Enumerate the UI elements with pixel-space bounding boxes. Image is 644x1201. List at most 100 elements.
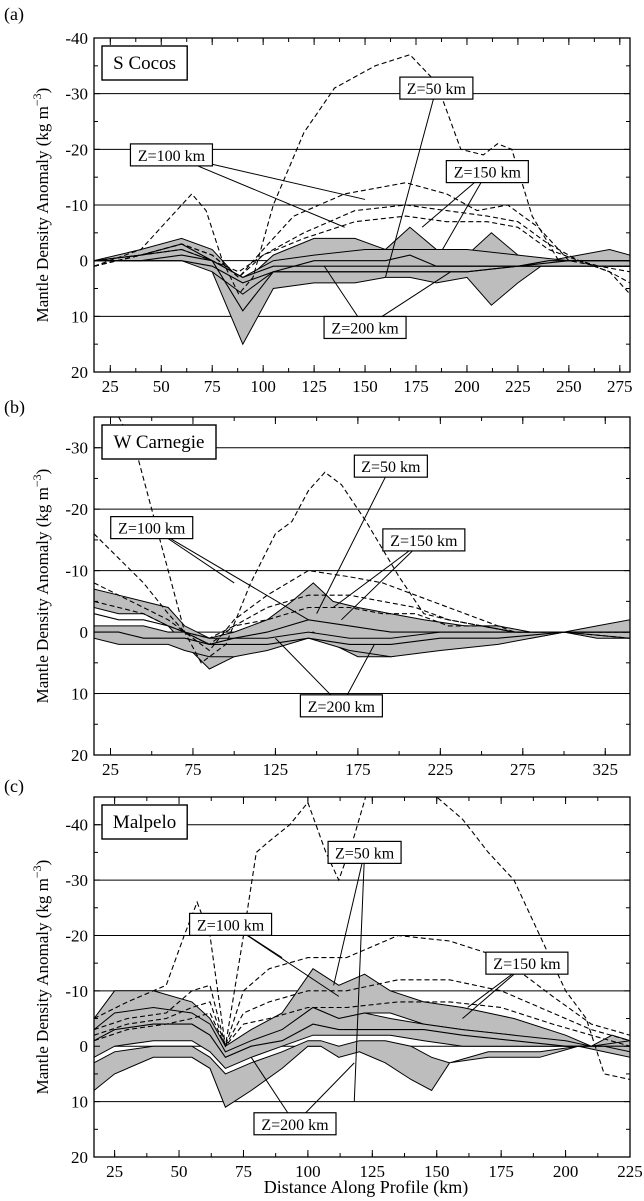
x-tick-label: 325: [593, 760, 619, 779]
depth-label-box: [382, 528, 466, 552]
depth-label: Z=100 km: [110, 516, 309, 621]
x-tick-label: 250: [556, 377, 582, 396]
series-dashed-line: [94, 582, 630, 646]
region-name-box: S Cocos: [101, 45, 188, 81]
x-tick-label: 175: [403, 377, 429, 396]
series-dashed-line: [94, 979, 630, 1048]
region-name-box: W Carnegie: [101, 424, 217, 460]
y-tick-label: -10: [65, 562, 88, 581]
leader-line: [353, 852, 366, 1102]
depth-label-box: [188, 912, 273, 936]
y-tick-label: 20: [71, 746, 88, 765]
x-tick-label: 275: [510, 760, 536, 779]
x-tick-label: 50: [153, 377, 170, 396]
depth-label: Z=200 km: [250, 1057, 355, 1136]
x-tick-label: 25: [106, 1162, 123, 1181]
y-tick-label: -30: [65, 85, 88, 104]
depth-label-text: Z=100 km: [118, 521, 186, 538]
depth-label: Z=200 km: [275, 637, 383, 718]
y-tick-label: 0: [80, 252, 89, 271]
x-tick-label: 125: [301, 377, 327, 396]
depth-label-box: [399, 76, 474, 100]
depth-label-text: Z=200 km: [308, 699, 376, 716]
x-tick-label: 75: [235, 1162, 252, 1181]
depth-label-text: Z=200 km: [331, 320, 399, 337]
y-tick-label: -20: [65, 140, 88, 159]
series-dashed-line: [94, 533, 630, 652]
x-tick-label: 50: [171, 1162, 188, 1181]
x-tick-label: 25: [102, 377, 119, 396]
series-dashed-line: [94, 215, 630, 295]
series-solid-line: [94, 260, 630, 284]
region-name: S Cocos: [113, 53, 176, 74]
x-tick-label: 125: [263, 760, 289, 779]
depth-label-text: Z=150 km: [493, 956, 561, 973]
depth-label-box: [110, 516, 194, 540]
y-tick-label: 10: [71, 1093, 88, 1112]
y-tick-label: 10: [71, 307, 88, 326]
series-solid-line: [94, 243, 630, 312]
x-tick-label: 75: [184, 760, 201, 779]
y-tick-label: -40: [65, 816, 88, 835]
series-solid-line: [94, 1023, 630, 1058]
region-name: Malpelo: [113, 812, 176, 833]
x-tick-label: 75: [204, 377, 221, 396]
x-tick-label: 125: [360, 1162, 386, 1181]
panel-a: (a) -40 -30 -20 -10 0 10 20 25 50 75 100 125 150 175 20…: [4, 4, 633, 396]
depth-label-text: Z=100 km: [138, 148, 206, 165]
depth-label: Z=100 km: [188, 912, 340, 997]
y-tick-label: -10: [65, 196, 88, 215]
y-tick-label: 20: [71, 1148, 88, 1167]
depth-label: Z=50 km: [384, 76, 474, 278]
region-name: W Carnegie: [114, 432, 205, 453]
x-tick-label: 150: [424, 1162, 450, 1181]
panel-c: (c) -40 -30 -20 -10 0 10 20 25 50 75 100 125 150 175 20…: [4, 776, 643, 1181]
leader-line: [384, 87, 437, 278]
y-tick-label: -20: [65, 500, 88, 519]
x-tick-label: 225: [617, 1162, 643, 1181]
series-solid-line: [94, 631, 630, 645]
y-tick-label: 0: [80, 1037, 89, 1056]
y-tick-label: 10: [71, 685, 88, 704]
series-dashed-line: [94, 204, 630, 284]
axes-frame: [93, 416, 631, 756]
leader-line: [442, 171, 488, 250]
depth-label: Z=150 km: [421, 160, 529, 250]
y-axis-label: Mantle Density Anomaly (kg m−3): [30, 88, 52, 323]
depth-label-text: Z=150 km: [390, 533, 458, 550]
x-tick-label: 200: [553, 1162, 579, 1181]
depth-label: Z=200 km: [323, 265, 451, 340]
y-axis-label: Mantle Density Anomaly (kg m−3): [30, 469, 52, 704]
y-tick-label: 20: [71, 363, 88, 382]
panel-tag: (b): [4, 397, 25, 418]
series-dashed-line: [94, 1001, 630, 1048]
panel-b: (b) -30 -20 -10 0 10 20 25 75 125 175 225 275 325 Mant…: [4, 397, 631, 779]
y-tick-label: -30: [65, 871, 88, 890]
x-tick-label: 150: [352, 377, 378, 396]
depth-label: Z=50 km: [327, 840, 402, 1102]
y-tick-label: -10: [65, 982, 88, 1001]
depth-label: Z=150 km: [462, 951, 569, 1019]
leader-line: [171, 154, 345, 228]
leader-line: [316, 465, 392, 614]
depth-label: Z=50 km: [316, 454, 428, 614]
axes-frame: [93, 796, 631, 1158]
x-tick-label: 275: [607, 377, 633, 396]
depth-label-box: [327, 840, 402, 864]
depth-label-box: [445, 160, 529, 184]
x-tick-label: 225: [505, 377, 531, 396]
x-tick-label: 25: [102, 760, 119, 779]
depth-label-text: Z=200 km: [261, 1117, 329, 1134]
series-band: [94, 1040, 630, 1108]
x-tick-label: 100: [295, 1162, 321, 1181]
y-tick-label: -30: [65, 439, 88, 458]
depth-label-box: [299, 694, 383, 718]
region-name-box: Malpelo: [101, 804, 188, 840]
y-tick-label: -20: [65, 926, 88, 945]
depth-label-box: [253, 1112, 337, 1136]
leader-line: [333, 852, 366, 986]
panel-tag: (a): [4, 4, 24, 25]
x-tick-label: 175: [345, 760, 371, 779]
leader-line: [341, 539, 425, 621]
